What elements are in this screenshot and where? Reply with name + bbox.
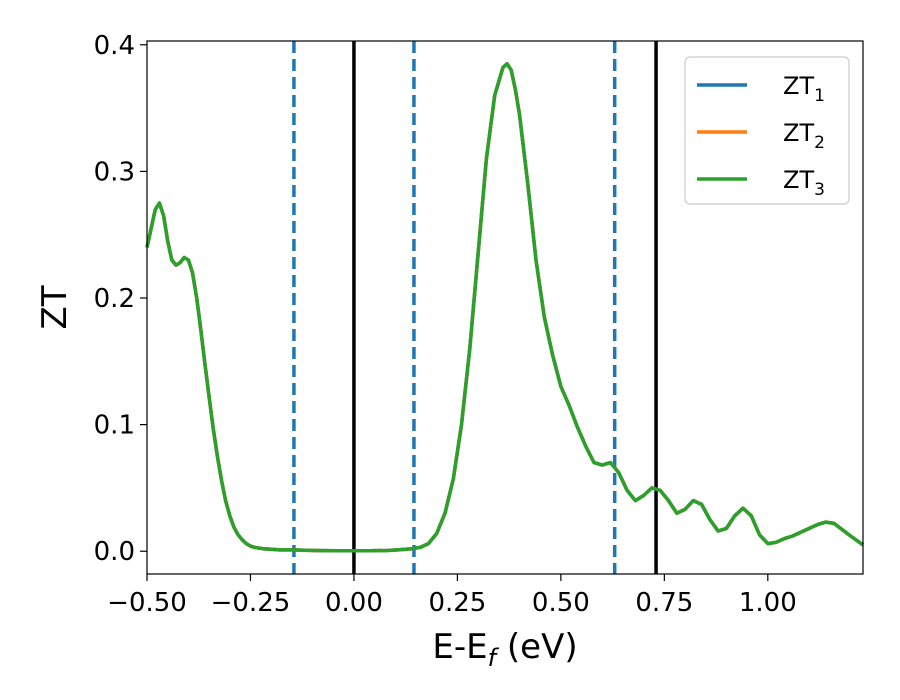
x-axis-ticks: −0.50 −0.25 0.00 0.25 0.50 0.75 1.00 (107, 574, 797, 618)
y-tick-label: 0.4 (94, 31, 135, 61)
y-tick-label: 0.2 (94, 284, 135, 314)
y-axis-ticks: 0.0 0.1 0.2 0.3 0.4 (94, 31, 147, 567)
legend: ZT1 ZT2 ZT3 (684, 56, 850, 205)
x-tick-label: −0.25 (211, 588, 291, 618)
y-axis-label: ZT (35, 285, 75, 329)
legend-label-zt3: ZT3 (783, 166, 825, 200)
x-tick-label: 0.50 (532, 588, 590, 618)
vertical-lines (292, 41, 658, 574)
x-tick-label: −0.50 (107, 588, 187, 618)
x-axis-label-main: E-E (432, 627, 487, 667)
legend-box (684, 56, 850, 205)
legend-label-zt2: ZT2 (783, 119, 825, 153)
series-lines (145, 62, 865, 553)
y-tick-label: 0.3 (94, 157, 135, 187)
x-tick-label: 0.00 (325, 588, 383, 618)
x-axis-label: E-Ef (eV) (432, 627, 577, 672)
x-tick-label: 0.25 (428, 588, 486, 618)
x-axis-label-unit: (eV) (496, 627, 578, 667)
series-line-zt3 (145, 62, 865, 553)
legend-label-zt1: ZT1 (783, 72, 825, 106)
plot-frame (146, 40, 864, 575)
y-tick-label: 0.0 (94, 537, 135, 567)
y-tick-label: 0.1 (94, 411, 135, 441)
x-tick-label: 1.00 (739, 588, 797, 618)
x-tick-label: 0.75 (635, 588, 693, 618)
